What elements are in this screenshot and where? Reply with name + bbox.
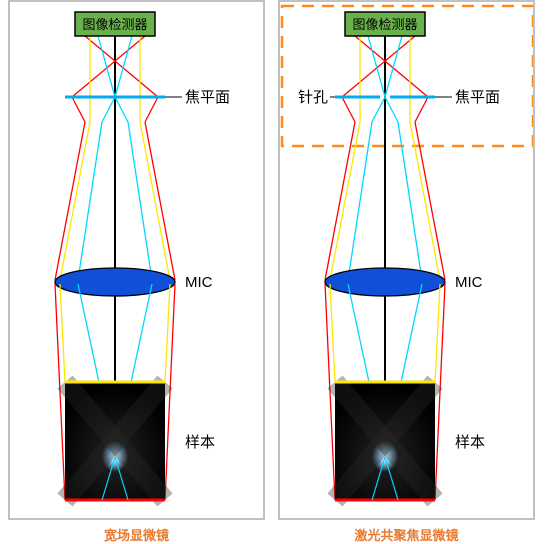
ray-cyan-upper-4	[385, 97, 398, 122]
ray-cyan-upper-2	[115, 36, 132, 97]
ray-cyan-upper-1	[98, 36, 115, 97]
ray-yel-low-1	[60, 284, 65, 382]
label-sample: 样本	[455, 434, 485, 451]
ray-cyan-upper-2	[385, 36, 402, 97]
lens	[55, 268, 175, 296]
label-mic: MIC	[455, 274, 483, 291]
ray-red-upper-1	[355, 36, 428, 97]
ray-red-upper-4	[72, 97, 85, 122]
ray-cyan-upper-3	[372, 97, 385, 122]
ray-red-upper-2	[342, 36, 415, 97]
ray-cyan-upper-4	[115, 97, 128, 122]
label-pinhole: 针孔	[298, 89, 328, 106]
ray-cyan-cone-2	[128, 122, 152, 280]
ray-red-upper-3	[415, 97, 428, 122]
ray-red-upper-2	[72, 36, 145, 97]
ray-red-cone-2	[145, 122, 175, 280]
caption-widefield: 宽场显微镜	[8, 525, 265, 544]
ray-yel-cone-1	[60, 122, 90, 280]
ray-red-upper-3	[145, 97, 158, 122]
caption-confocal: 激光共聚焦显微镜	[278, 525, 535, 544]
detector-label: 图像检测器	[82, 17, 147, 32]
ray-red-cone-1	[55, 122, 85, 280]
ray-red-upper-1	[85, 36, 158, 97]
label-mic: MIC	[185, 274, 213, 291]
ray-cyan-upper-1	[368, 36, 385, 97]
lens	[325, 268, 445, 296]
panel-confocal: 图像检测器 针孔 焦平面 MIC 样本	[278, 0, 535, 520]
ray-yel-low-2	[435, 284, 440, 382]
ray-red-upper-4	[342, 97, 355, 122]
label-focal-plane: 焦平面	[185, 89, 230, 106]
label-focal-plane: 焦平面	[455, 89, 500, 106]
panel-widefield: 图像检测器 焦平面	[8, 0, 265, 520]
label-sample: 样本	[185, 434, 215, 451]
ray-yel-low-1	[330, 284, 335, 382]
ray-cyan-upper-3	[102, 97, 115, 122]
detector-label: 图像检测器	[352, 17, 417, 32]
ray-cyan-cone-1	[78, 122, 102, 280]
ray-yel-low-2	[165, 284, 170, 382]
ray-yel-cone-2	[140, 122, 170, 280]
